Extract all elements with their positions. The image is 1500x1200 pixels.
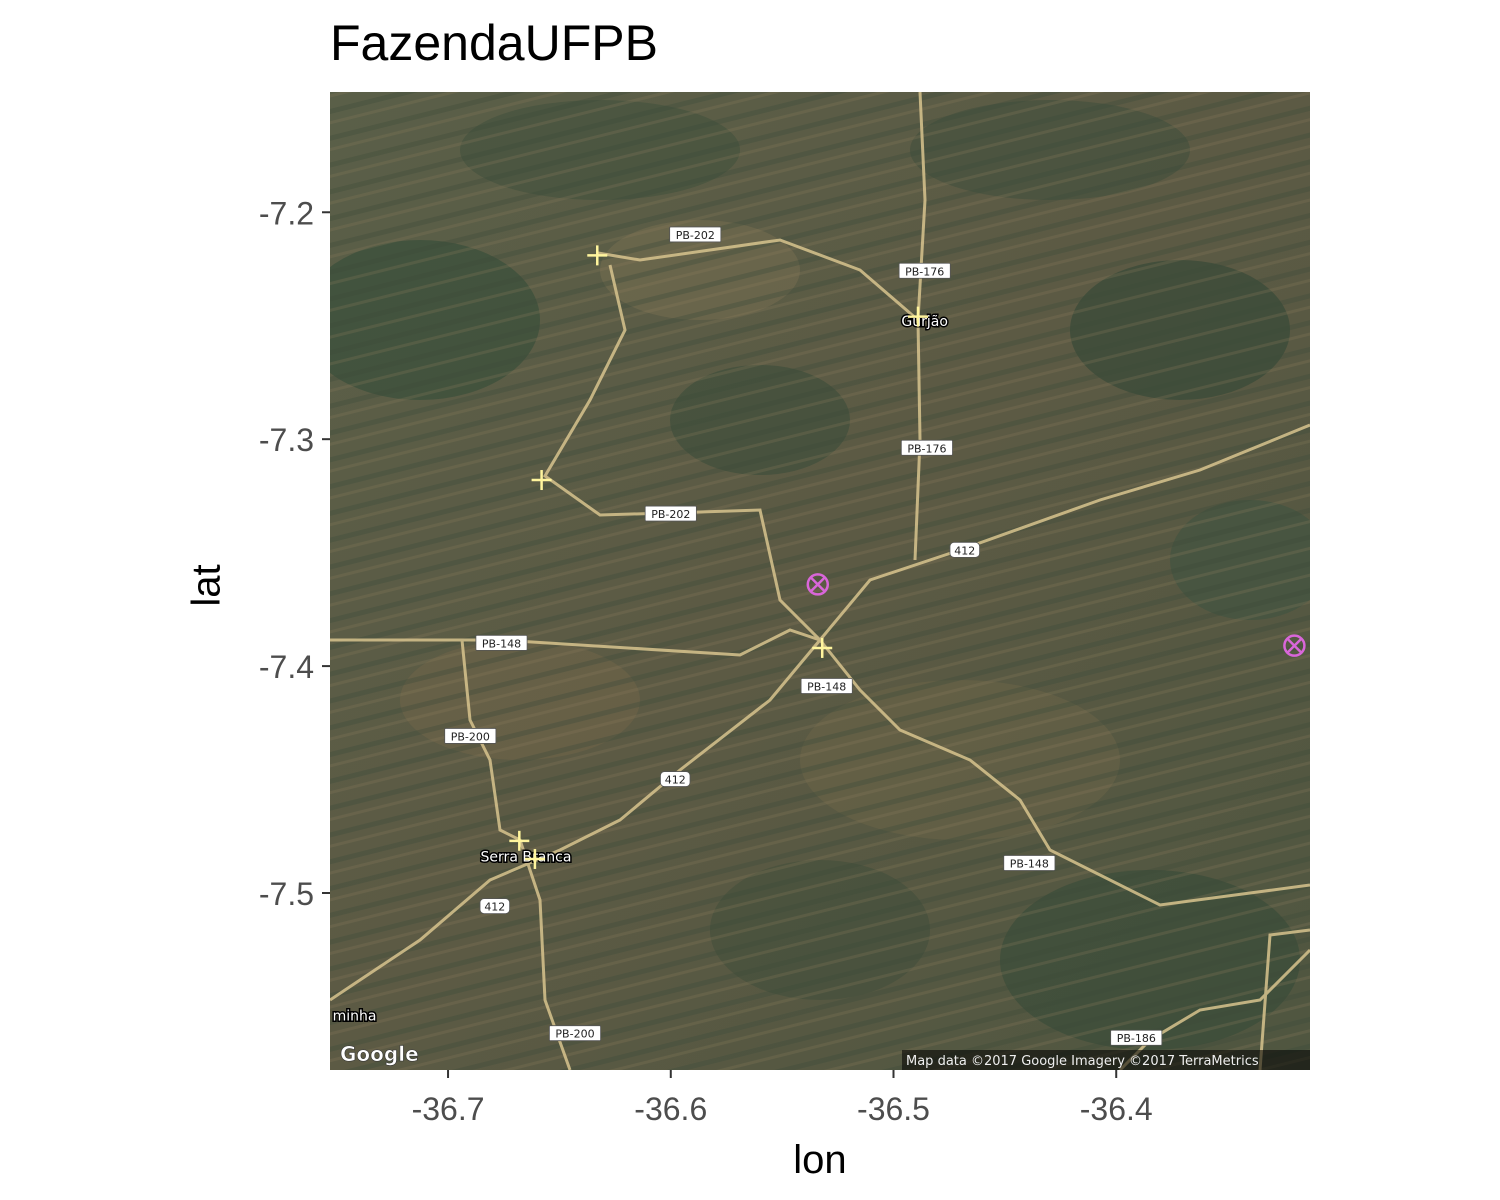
road-label: PB-200 [549,1025,602,1042]
road-label-text: PB-202 [676,229,715,242]
plus-marker [509,830,530,851]
road-label-text: PB-176 [907,442,946,455]
town-label: minha [333,1009,377,1025]
road-label: PB-176 [898,262,951,279]
y-tick-label: -7.3 [259,422,314,458]
map-attribution: Map data ©2017 Google Imagery ©2017 Terr… [906,1054,1259,1069]
plus-marker [908,306,928,327]
satellite-basemap: PB-202 PB-176 PB-176 PB-202 412 PB-148 PB-148 P… [330,92,1310,1070]
road-label-text: PB-200 [555,1028,594,1041]
road-label: 412 [479,898,511,915]
chart-title: FazendaUFPB [330,15,658,71]
road-label-text: PB-186 [1117,1032,1156,1045]
road-label-text: 412 [665,774,686,787]
x-tick-label: -36.7 [412,1091,485,1127]
road-label: PB-148 [475,635,528,651]
road-label: PB-186 [1110,1029,1163,1046]
x-axis-label: lon [793,1138,847,1182]
plus-marker [524,848,545,869]
y-tick-label: -7.5 [259,876,314,912]
road-label-text: PB-200 [451,730,490,743]
plus-marker [812,637,833,658]
x-tick-label: -36.4 [1080,1091,1153,1127]
plus-marker [531,470,552,491]
circle-x-marker [1283,634,1306,657]
road-label: PB-176 [900,439,953,456]
x-tick-label: -36.6 [634,1091,707,1127]
road-label-text: PB-148 [807,681,846,694]
y-tick-label: -7.4 [259,649,314,685]
town-label: Serra Branca [481,850,572,866]
road-label-text: PB-202 [651,508,690,521]
road-label-text: 412 [484,901,505,914]
road-label-text: PB-148 [482,637,521,650]
road-label-text: PB-148 [1010,858,1049,871]
google-logo: Google [340,1042,419,1066]
road-label: PB-202 [669,226,722,243]
plus-marker [587,245,608,266]
road-label: PB-148 [1003,855,1056,871]
road-label: PB-202 [644,505,697,522]
road-label-text: 412 [954,544,975,557]
road-label-text: PB-176 [905,265,944,278]
road-label: 412 [949,541,980,558]
road-label: 412 [660,771,691,787]
axes: -36.7 -36.6 -36.5 -36.4 -7.2 -7.3 -7.4 -7.5 [259,195,1153,1127]
x-tick-label: -36.5 [857,1091,930,1127]
road-label: PB-200 [444,728,497,744]
road-label: PB-148 [800,678,853,694]
y-tick-label: -7.2 [259,195,314,231]
circle-x-marker [806,573,830,596]
